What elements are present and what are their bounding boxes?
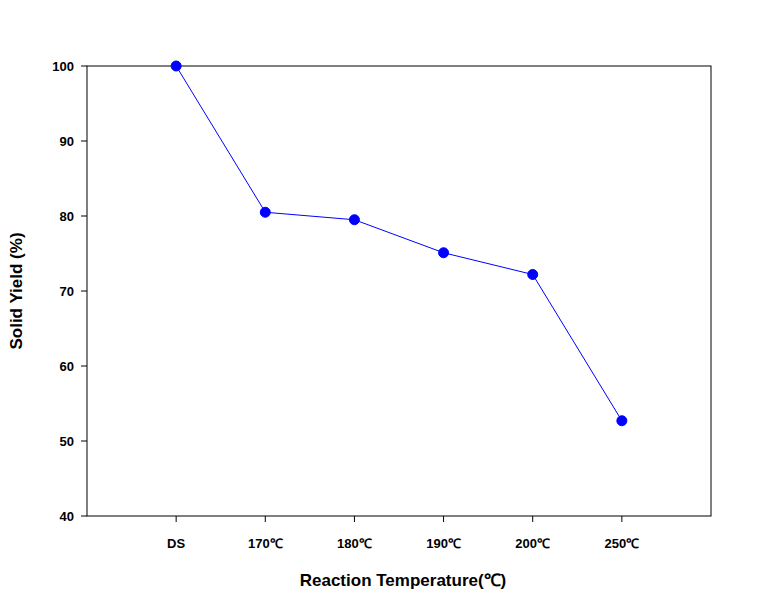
x-tick-label: 250℃ bbox=[605, 536, 640, 551]
y-tick bbox=[81, 216, 87, 217]
y-tick-label: 100 bbox=[52, 59, 74, 74]
x-tick bbox=[443, 516, 444, 522]
x-axis-label: Reaction Temperature(℃) bbox=[300, 571, 507, 590]
data-point bbox=[617, 416, 627, 426]
data-line bbox=[176, 66, 622, 421]
y-tick bbox=[81, 66, 87, 67]
x-tick bbox=[621, 516, 622, 522]
y-tick-label: 80 bbox=[60, 209, 74, 224]
y-tick bbox=[81, 291, 87, 292]
y-tick bbox=[81, 441, 87, 442]
marker-group bbox=[171, 61, 627, 426]
data-point bbox=[260, 207, 270, 217]
x-tick bbox=[354, 516, 355, 522]
y-tick-label: 50 bbox=[60, 434, 74, 449]
x-tick-label: DS bbox=[167, 536, 185, 551]
plot-frame bbox=[87, 66, 711, 516]
x-tick-label: 200℃ bbox=[515, 536, 550, 551]
data-point bbox=[349, 215, 359, 225]
y-axis-label: Solid Yield (%) bbox=[7, 232, 26, 349]
x-tick bbox=[532, 516, 533, 522]
x-tick-label: 170℃ bbox=[248, 536, 283, 551]
y-tick-label: 40 bbox=[60, 509, 74, 524]
y-tick bbox=[81, 366, 87, 367]
y-tick-label: 70 bbox=[60, 284, 74, 299]
y-tick bbox=[81, 141, 87, 142]
y-tick-label: 90 bbox=[60, 134, 74, 149]
chart-container: 40 50 60 70 80 90 100 DS 170℃ 180℃ 190℃ 200℃ 250℃ Rea… bbox=[0, 0, 770, 599]
line-group bbox=[176, 66, 622, 421]
x-tick-label: 190℃ bbox=[426, 536, 461, 551]
y-tick bbox=[81, 516, 87, 517]
x-tick-label: 180℃ bbox=[337, 536, 372, 551]
data-point bbox=[439, 248, 449, 258]
x-tick bbox=[265, 516, 266, 522]
x-tick bbox=[176, 516, 177, 522]
data-point bbox=[528, 270, 538, 280]
y-tick-label: 60 bbox=[60, 359, 74, 374]
chart-svg: 40 50 60 70 80 90 100 DS 170℃ 180℃ 190℃ 200℃ 250℃ Rea… bbox=[0, 0, 770, 599]
data-point bbox=[171, 61, 181, 71]
